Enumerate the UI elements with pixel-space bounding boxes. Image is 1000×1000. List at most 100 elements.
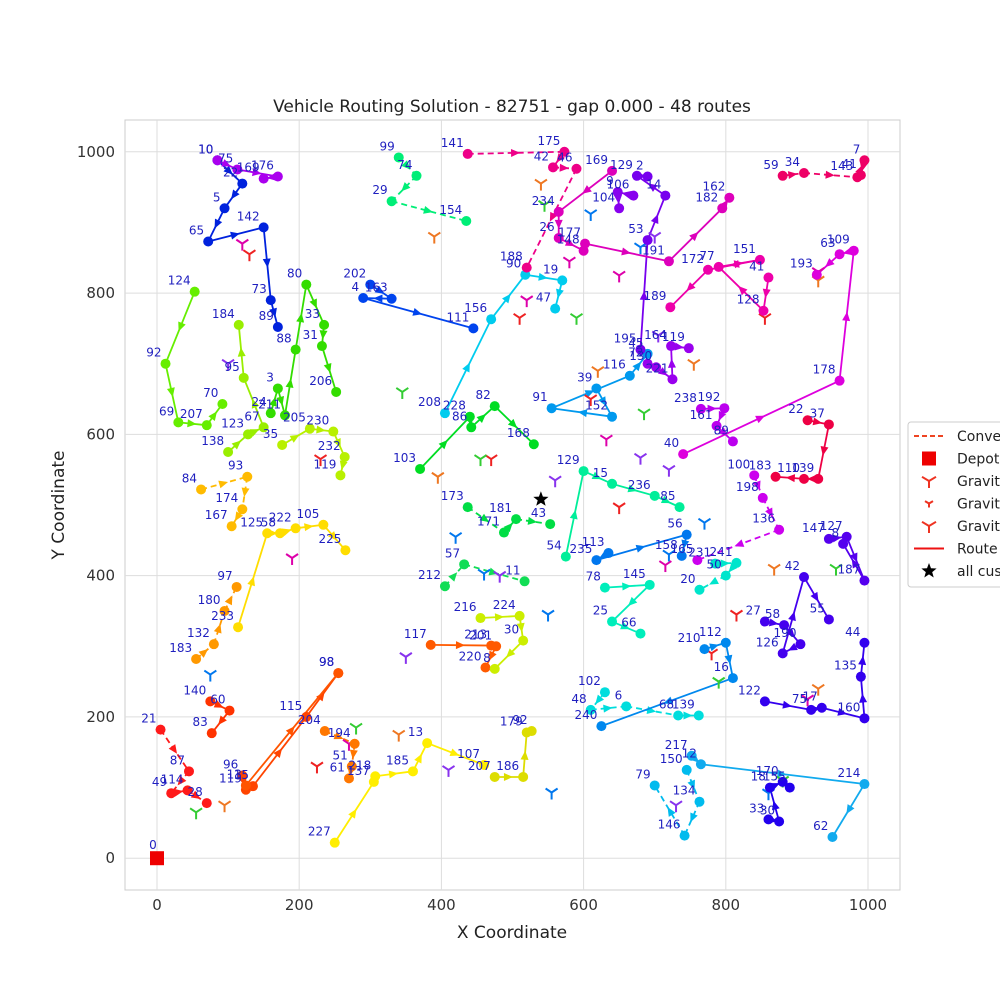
customer-point <box>339 451 350 462</box>
customer-point <box>553 232 564 243</box>
route-arrow <box>820 445 829 456</box>
gravity-marker-arm <box>605 434 613 441</box>
customer-point <box>666 341 677 352</box>
customer-point <box>823 419 834 430</box>
gravity-marker-arm <box>313 454 322 460</box>
customer-point <box>774 816 785 827</box>
customer-label: 88 <box>276 332 291 346</box>
customer-point <box>603 548 614 559</box>
customer-label: 11 <box>505 563 520 577</box>
customer-point <box>439 581 450 592</box>
route-arrow <box>218 715 227 726</box>
customer-label: 6 <box>615 688 623 702</box>
gravity-marker-arm <box>319 454 328 460</box>
customer-point <box>335 470 346 481</box>
gravity-marker-arm <box>392 729 400 736</box>
gravity-marker-arm <box>675 800 683 807</box>
customer-label: 172 <box>681 252 704 266</box>
customer-label: 137 <box>347 764 370 778</box>
route-arrow <box>449 748 460 756</box>
gravity-marker <box>584 209 598 221</box>
route-arrow <box>339 460 348 471</box>
route-arrow <box>681 539 690 550</box>
customer-label: 183 <box>169 641 192 655</box>
customer-label: 29 <box>372 183 387 197</box>
gravity-marker-arm <box>599 434 607 441</box>
customer-label: 90 <box>506 257 521 271</box>
route-arrow <box>851 558 860 569</box>
customer-label: 173 <box>441 489 464 503</box>
customer-point <box>223 447 234 458</box>
customer-point <box>258 422 269 433</box>
route-arrow <box>622 582 632 591</box>
customer-label: 13 <box>408 725 423 739</box>
customer-label: 136 <box>752 512 775 526</box>
route-arrow <box>730 259 740 268</box>
gravity-marker-arm <box>761 788 770 795</box>
y-tick-label: 0 <box>105 849 115 867</box>
customer-point <box>612 187 623 198</box>
route-arrow <box>810 591 819 602</box>
route-arrow <box>412 308 423 316</box>
customer-point <box>155 724 166 735</box>
gravity-marker <box>449 531 463 544</box>
customer-point <box>635 344 646 355</box>
legend-entry: all cus <box>957 564 1000 580</box>
gravity-marker-arm <box>829 563 837 570</box>
route-arrow <box>635 544 646 553</box>
gravity-marker-arm <box>584 394 592 400</box>
gravity-marker <box>662 464 676 477</box>
customer-label: 188 <box>500 250 523 264</box>
customer-label: 48 <box>571 692 586 706</box>
gravity-marker-arm <box>817 683 825 690</box>
gravity-marker-arm <box>658 560 666 566</box>
customer-point <box>511 514 522 525</box>
route-arrow <box>489 650 497 661</box>
customer-label: 169 <box>585 153 608 167</box>
customer-point <box>676 550 687 561</box>
gravity-marker-arm <box>554 475 562 482</box>
customer-point <box>667 374 678 385</box>
gravity-marker-arm <box>223 800 232 807</box>
route-arrow <box>479 513 490 523</box>
customer-point <box>631 170 642 181</box>
gravity-marker-arm <box>767 563 775 570</box>
legend-swatch-arm <box>928 520 937 527</box>
route-arrow <box>765 507 773 518</box>
customer-point <box>777 170 788 181</box>
gravity-marker-arm <box>195 807 203 814</box>
customer-label: 186 <box>496 759 519 773</box>
gravity-marker <box>473 454 488 467</box>
customer-label: 207 <box>468 759 491 773</box>
customer-label: 12 <box>682 746 697 760</box>
customer-label: 100 <box>727 457 750 471</box>
customer-point <box>279 410 290 421</box>
customer-label: 56 <box>667 517 682 531</box>
customer-point <box>290 523 301 534</box>
customer-label: 5 <box>213 190 221 204</box>
gravity-marker-arm <box>479 454 488 460</box>
customer-label: 147 <box>802 521 825 535</box>
customer-point <box>649 780 660 791</box>
legend-swatch <box>922 451 936 466</box>
customer-label: 155 <box>763 770 786 784</box>
gravity-marker-arm <box>633 242 642 248</box>
gravity-markers <box>189 178 843 820</box>
route-segment <box>761 497 780 531</box>
gravity-marker-arm <box>612 502 620 508</box>
route-arrow <box>762 288 771 299</box>
route-arrow <box>639 290 648 301</box>
customer-label: 190 <box>774 626 797 640</box>
gravity-marker-arm <box>189 807 197 814</box>
gravity-marker-arm <box>703 517 712 524</box>
route-arrow <box>251 168 262 177</box>
customer-point <box>196 484 207 495</box>
customer-label: 85 <box>660 489 675 503</box>
route-segment <box>241 476 249 510</box>
gravity-marker <box>658 560 672 573</box>
customer-label: 222 <box>269 510 292 524</box>
route-arrow <box>849 552 858 563</box>
route-arrow <box>316 425 326 434</box>
customer-label: 170 <box>756 764 779 778</box>
